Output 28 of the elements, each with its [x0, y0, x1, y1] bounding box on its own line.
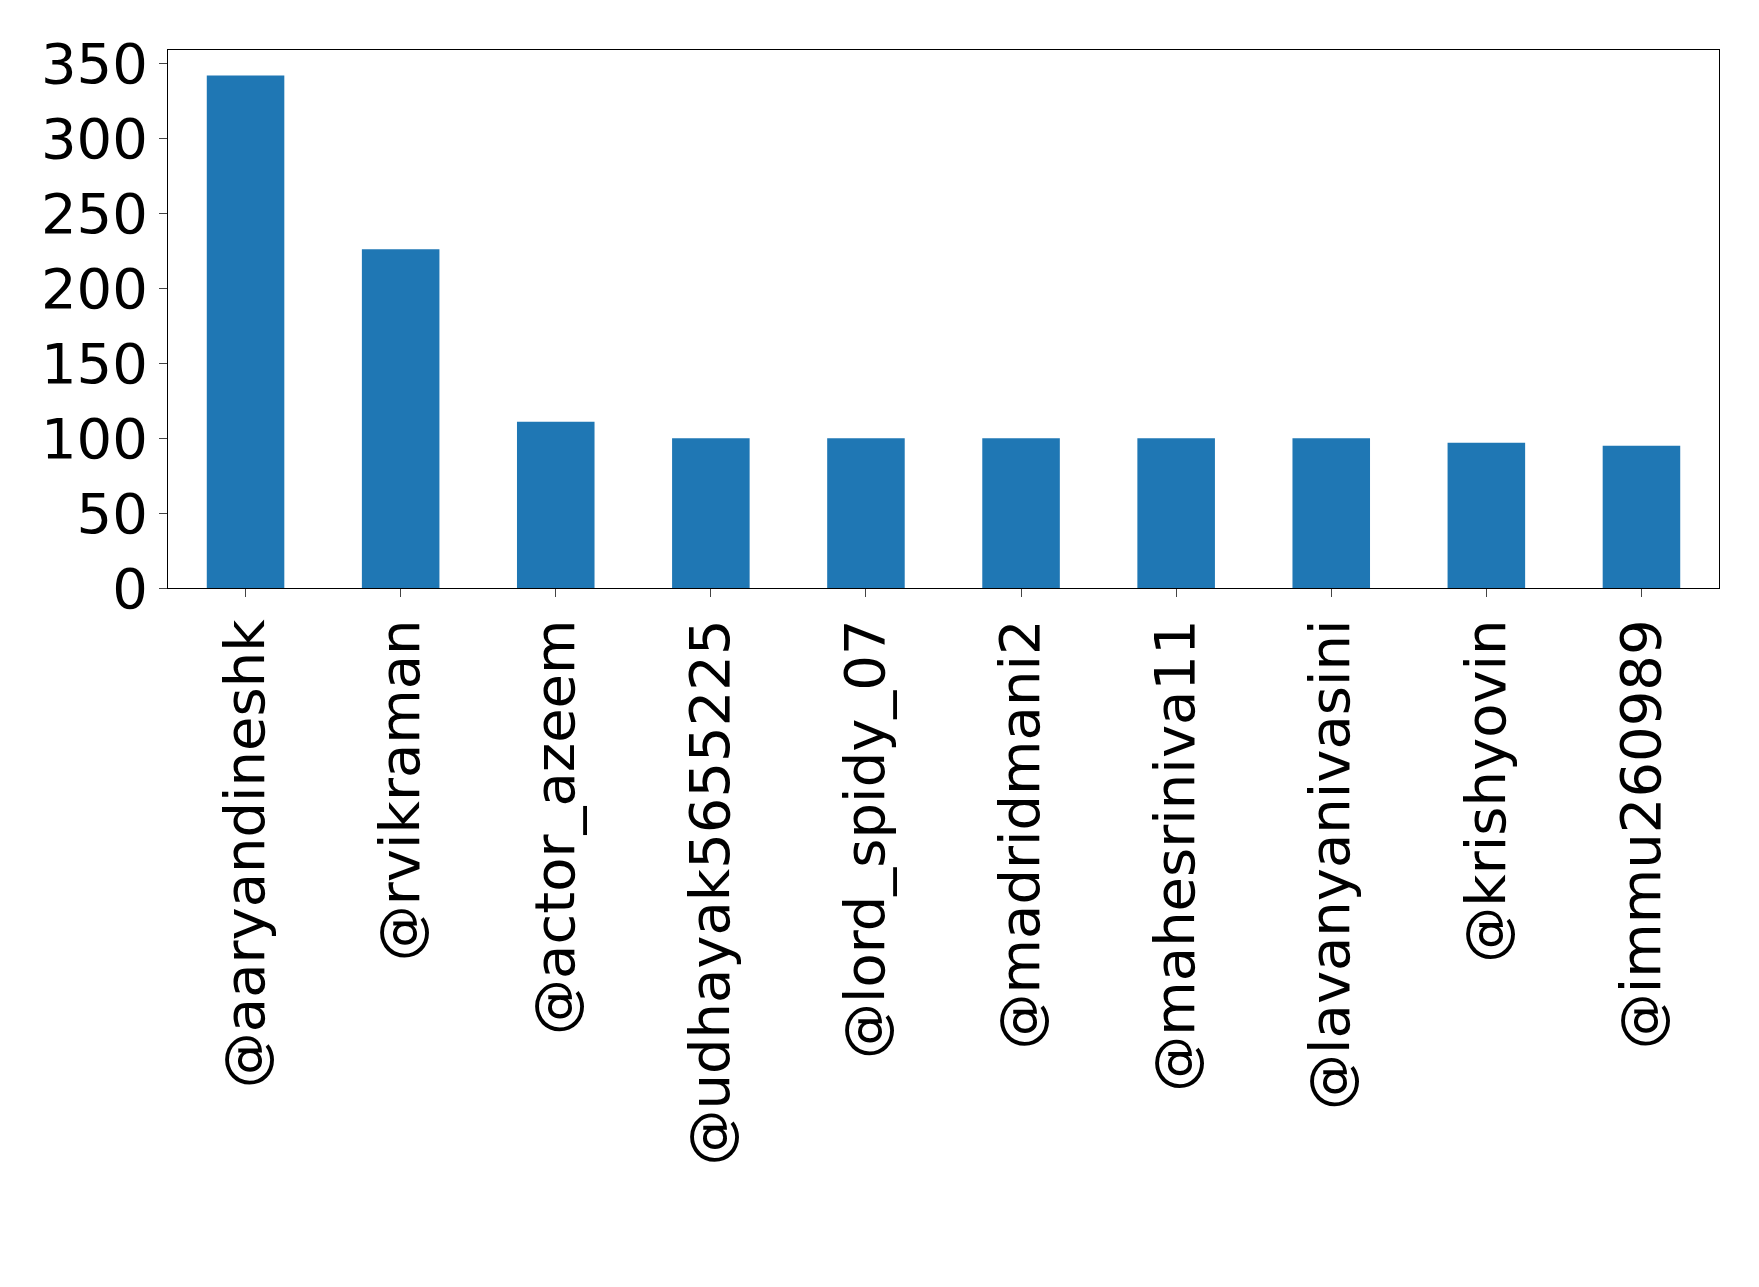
- bar: [206, 75, 285, 588]
- x-tick-label: @mahesriniva11: [1142, 619, 1208, 1092]
- y-tick-label: 300: [40, 106, 148, 172]
- x-tick-label: @aaryandineshk: [211, 618, 277, 1089]
- bar: [672, 438, 750, 588]
- x-tick-label: @krishyovin: [1452, 619, 1518, 963]
- bar: [1602, 445, 1681, 588]
- x-tick-label: @madridmani2: [987, 619, 1053, 1050]
- y-tick-label: 150: [40, 330, 148, 396]
- y-tick-label: 250: [40, 180, 148, 246]
- y-tick-label: 100: [40, 405, 148, 471]
- bar: [982, 438, 1060, 588]
- y-tick-label: 350: [40, 31, 148, 97]
- bar: [827, 438, 905, 588]
- bar: [1292, 438, 1371, 588]
- bar: [1137, 438, 1215, 588]
- x-tick-label: @actor_azeem: [521, 619, 587, 1035]
- x-tick-label: @lavanyanivasini: [1297, 619, 1363, 1110]
- x-tick-label: @udhayak5655225: [677, 619, 743, 1166]
- y-tick-label: 0: [112, 555, 148, 621]
- y-tick-label: 200: [40, 255, 148, 321]
- bar: [1447, 442, 1526, 588]
- x-tick-label: @lord_spidy_07: [832, 619, 898, 1060]
- bar: [361, 249, 440, 588]
- x-tick-label: @rvikraman: [366, 619, 432, 962]
- bar: [516, 421, 595, 588]
- y-tick-label: 50: [76, 480, 148, 546]
- x-tick-label: @immu260989: [1607, 619, 1673, 1050]
